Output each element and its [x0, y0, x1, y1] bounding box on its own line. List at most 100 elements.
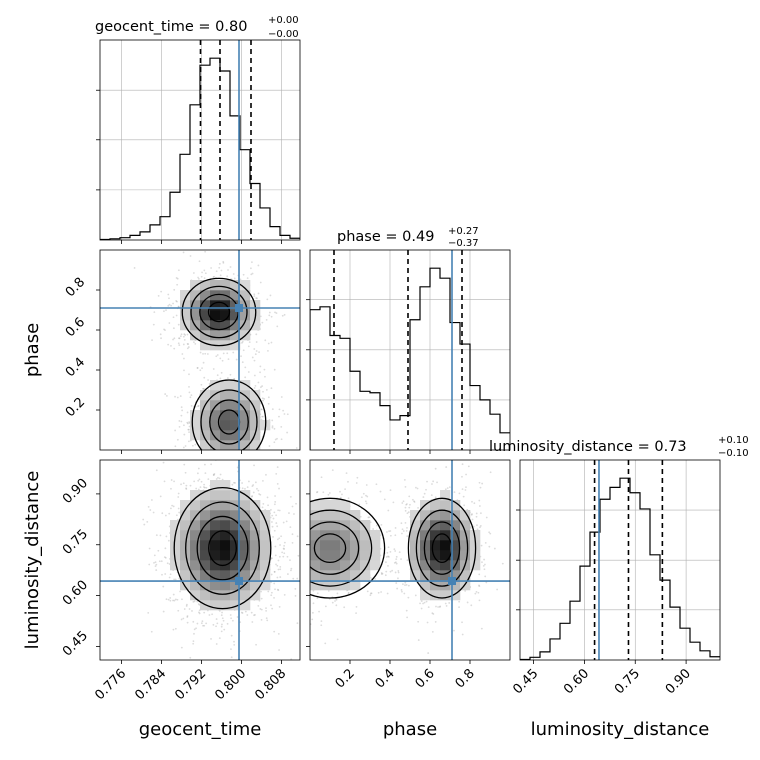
scatter-point [294, 569, 296, 571]
scatter-point [302, 576, 304, 578]
scatter-point [286, 431, 289, 434]
scatter-point [279, 544, 281, 546]
scatter-point [477, 591, 480, 594]
scatter-point [280, 396, 283, 398]
scatter-point [201, 271, 203, 274]
scatter-point [393, 548, 396, 551]
scatter-point [258, 599, 261, 602]
density-cell [240, 300, 251, 311]
scatter-point [215, 270, 218, 273]
scatter-point [256, 472, 258, 474]
density-cell [240, 440, 251, 450]
scatter-point [133, 267, 136, 269]
title-phase-minus: −0.37 [448, 238, 479, 249]
scatter-point [167, 598, 170, 601]
scatter-point [406, 616, 409, 619]
scatter-point [297, 527, 299, 529]
density-cell [340, 510, 351, 521]
scatter-point [292, 588, 294, 590]
scatter-point [171, 504, 174, 507]
scatter-point [289, 546, 291, 548]
density-cell [360, 570, 371, 581]
scatter-point [203, 277, 206, 280]
scatter-point [252, 456, 254, 458]
scatter-point [248, 341, 251, 343]
scatter-point [172, 327, 175, 330]
scatter-point [320, 624, 323, 627]
scatter-point [167, 304, 170, 307]
scatter-point [271, 408, 274, 411]
scatter-point [297, 516, 299, 518]
scatter-point [258, 493, 261, 495]
scatter-point [405, 503, 408, 506]
scatter-point [163, 480, 166, 483]
scatter-point [425, 488, 427, 491]
scatter-point [271, 607, 274, 610]
scatter-point [294, 568, 296, 570]
scatter-point [300, 547, 302, 549]
scatter-point [461, 621, 463, 624]
density-cell [370, 560, 381, 571]
scatter-point [265, 389, 268, 391]
scatter-point [188, 428, 190, 431]
density-cell [210, 430, 221, 441]
scatter-point [290, 658, 293, 660]
scatter-point [467, 465, 470, 468]
density-cell [330, 570, 341, 581]
scatter-point [278, 487, 280, 490]
scatter-point [180, 406, 183, 409]
scatter-point [389, 534, 392, 537]
density-cell [330, 550, 341, 561]
scatter-point [283, 552, 286, 555]
scatter-point [293, 478, 295, 480]
scatter-point [291, 546, 293, 548]
scatter-point [394, 571, 397, 574]
density-cell [210, 400, 221, 411]
x-ticks-luminosity-distance: 0.45 0.60 0.75 0.90 [510, 660, 694, 697]
scatter-point [231, 483, 234, 486]
scatter-point [347, 592, 350, 595]
scatter-point [395, 562, 398, 565]
density-cell [170, 540, 181, 551]
scatter-point [375, 483, 378, 486]
scatter-point [397, 571, 400, 574]
scatter-point [305, 552, 307, 554]
scatter-point [199, 486, 202, 489]
scatter-point [280, 572, 282, 574]
scatter-point [404, 584, 406, 587]
scatter-point [282, 409, 285, 412]
scatter-point [198, 611, 200, 614]
scatter-point [153, 554, 156, 557]
scatter-point [474, 592, 477, 595]
scatter-point [177, 496, 180, 498]
density-cell [200, 560, 211, 571]
scatter-point [425, 600, 428, 603]
scatter-point [253, 295, 256, 298]
density-cell [220, 590, 231, 601]
scatter-point [276, 437, 278, 440]
scatter-point [302, 558, 304, 560]
scatter-point [448, 602, 451, 604]
scatter-point [294, 530, 296, 532]
scatter-point [400, 589, 403, 591]
scatter-point [400, 558, 402, 560]
joint-panel-phase-vs-geocent-time [99, 249, 301, 474]
density-cell [220, 540, 231, 551]
x-tick-label: 0.4 [373, 666, 398, 691]
density-cell [210, 560, 221, 571]
scatter-point [188, 425, 191, 428]
scatter-point [257, 604, 260, 607]
density-cell [220, 390, 231, 401]
scatter-point [470, 513, 473, 516]
scatter-point [387, 509, 390, 512]
density-cell [240, 500, 251, 511]
density-cell [240, 550, 251, 561]
scatter-point [384, 574, 387, 577]
scatter-point [235, 630, 237, 632]
scatter-point [272, 536, 274, 538]
scatter-point [176, 300, 178, 303]
scatter-point [430, 494, 433, 497]
density-cell [200, 590, 211, 601]
density-cell [330, 580, 341, 591]
